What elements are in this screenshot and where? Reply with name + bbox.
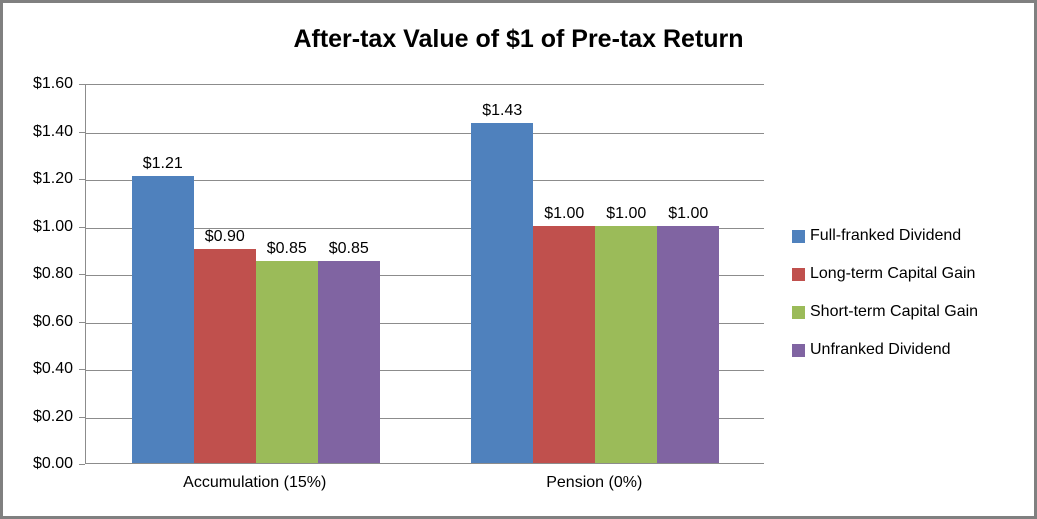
y-axis-tick xyxy=(79,417,85,418)
legend-item: Long-term Capital Gain xyxy=(792,255,978,293)
legend: Full-franked Dividend Long-term Capital G… xyxy=(792,217,978,369)
bar-value-label: $1.00 xyxy=(544,204,585,222)
legend-label: Short-term Capital Gain xyxy=(810,303,979,320)
chart-title: After-tax Value of $1 of Pre-tax Return xyxy=(293,25,744,53)
y-axis-tick xyxy=(79,227,85,228)
bar-series-1-category-1 xyxy=(533,225,596,463)
bar-value-label: $0.85 xyxy=(266,240,307,258)
x-category-label: Accumulation (15%) xyxy=(183,474,327,491)
gridline xyxy=(86,180,764,181)
y-axis-label: $1.40 xyxy=(32,123,73,140)
y-axis-tick xyxy=(79,464,85,465)
legend-swatch-icon xyxy=(792,305,805,319)
bar-value-label: $1.21 xyxy=(142,154,183,172)
y-axis-tick xyxy=(79,132,85,133)
bar-value-label: $1.00 xyxy=(606,204,647,222)
bar-series-2-category-1 xyxy=(595,225,658,463)
bar-value-label: $1.43 xyxy=(482,102,523,120)
legend-label: Full-franked Dividend xyxy=(810,227,962,244)
gridline xyxy=(86,275,764,276)
bar-series-3-category-0 xyxy=(317,261,380,463)
gridline xyxy=(86,132,764,134)
y-axis-label: $0.60 xyxy=(32,313,73,330)
y-axis-label: $0.40 xyxy=(32,360,73,377)
bar-series-0-category-1 xyxy=(471,123,534,463)
y-axis-label: $1.60 xyxy=(32,75,73,92)
legend-item: Full-franked Dividend xyxy=(792,217,978,255)
chart-content: After-tax Value of $1 of Pre-tax Return … xyxy=(3,3,1034,516)
y-axis-label: $0.20 xyxy=(32,408,73,425)
gridline xyxy=(86,417,764,419)
bar-value-label: $0.85 xyxy=(328,240,369,258)
bar-series-3-category-1 xyxy=(657,225,720,463)
gridline xyxy=(86,370,764,371)
bar-value-label: $1.00 xyxy=(668,204,709,222)
y-axis-label: $1.20 xyxy=(32,170,73,187)
y-axis-tick xyxy=(79,179,85,180)
bar-series-0-category-0 xyxy=(131,175,194,463)
y-axis-tick xyxy=(79,369,85,370)
y-axis-label: $0.00 xyxy=(32,455,73,472)
legend-swatch-icon xyxy=(792,343,805,357)
bar-series-2-category-0 xyxy=(255,261,318,463)
x-category-label: Pension (0%) xyxy=(546,474,643,491)
y-axis-tick xyxy=(79,84,85,85)
gridline xyxy=(86,227,764,229)
legend-label: Long-term Capital Gain xyxy=(810,265,976,282)
bar-series-1-category-0 xyxy=(193,249,256,463)
bar-value-label: $0.90 xyxy=(204,228,245,246)
y-axis-tick xyxy=(79,274,85,275)
y-axis-tick xyxy=(79,322,85,323)
legend-item: Short-term Capital Gain xyxy=(792,293,978,331)
legend-item: Unfranked Dividend xyxy=(792,331,978,369)
y-axis-label: $1.00 xyxy=(32,218,73,235)
gridline xyxy=(86,322,764,324)
legend-swatch-icon xyxy=(792,267,805,281)
y-axis-label: $0.80 xyxy=(32,265,73,282)
plot-area: $1.21 $0.90 $0.85 $0.85 $1.43 $1.00 $1.00 $1.00 xyxy=(85,84,764,464)
legend-swatch-icon xyxy=(792,229,805,243)
legend-label: Unfranked Dividend xyxy=(810,341,951,358)
